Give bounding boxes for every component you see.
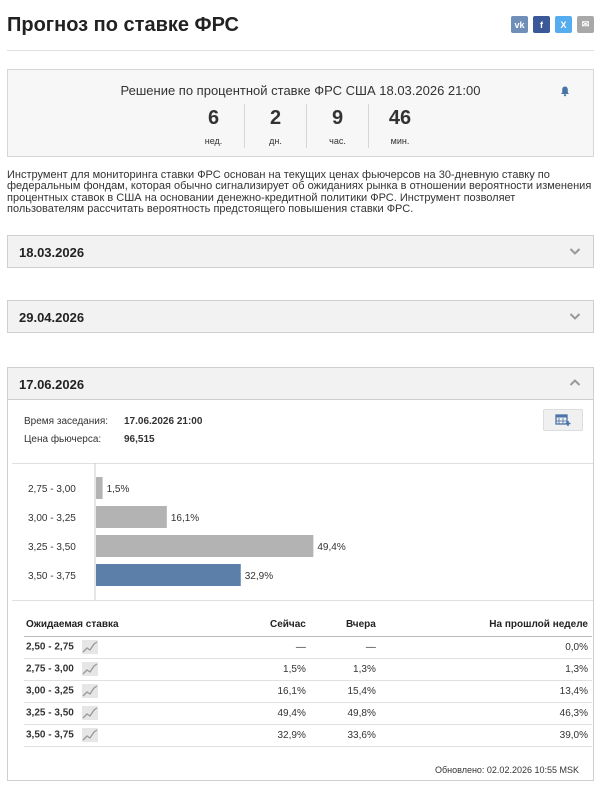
history-chart-icon[interactable] bbox=[81, 706, 98, 720]
meeting-time: Время заседания: 17.06.2026 21:00 bbox=[24, 416, 202, 427]
add-to-calendar-button[interactable] bbox=[543, 409, 583, 431]
calendar-add-icon bbox=[555, 414, 571, 426]
bar-value-label: 32,9% bbox=[245, 571, 273, 582]
accordion-title: 29.04.2026 bbox=[19, 310, 85, 325]
accordion-panel-17-06-2026: Время заседания: 17.06.2026 21:00 Цена фь… bbox=[7, 400, 594, 781]
vk-share-icon[interactable]: vk bbox=[511, 16, 528, 33]
history-chart-icon[interactable] bbox=[81, 728, 98, 742]
probability-bar-chart: 2,75 - 3,00 1,5% 3,00 - 3,25 16,1% 3,25 - 3,… bbox=[28, 463, 346, 601]
meeting-time-value: 17.06.2026 21:00 bbox=[124, 416, 203, 427]
weeks-label: нед. bbox=[204, 136, 223, 146]
table-row: 2,50 - 2,75— —0,0% bbox=[24, 636, 592, 659]
minutes-label: мин. bbox=[390, 136, 410, 146]
rate-range-cell: 3,25 - 3,50 bbox=[24, 702, 228, 725]
countdown-title: Решение по процентной ставке ФРС США 18.… bbox=[120, 83, 481, 98]
meeting-time-label: Время заседания: bbox=[24, 416, 109, 427]
countdown-box: Решение по процентной ставке ФРС США 18.… bbox=[7, 69, 594, 157]
bar-category-label: 3,25 - 3,50 bbox=[28, 542, 76, 553]
minutes-value: 46 bbox=[388, 107, 412, 129]
yesterday-cell: — bbox=[309, 636, 380, 659]
now-cell: 49,4% bbox=[227, 702, 310, 725]
email-share-icon[interactable]: ✉ bbox=[577, 16, 594, 33]
header-expected-rate: Ожидаемая ставка bbox=[24, 614, 228, 637]
history-chart-icon[interactable] bbox=[81, 684, 98, 698]
days-value: 2 bbox=[269, 107, 282, 129]
last-week-cell: 13,4% bbox=[379, 680, 592, 703]
rate-range: 3,50 - 3,75 bbox=[26, 729, 74, 741]
yesterday-cell: 49,8% bbox=[309, 702, 380, 725]
bar-category-label: 3,50 - 3,75 bbox=[28, 571, 76, 582]
bar-value-label: 16,1% bbox=[171, 513, 199, 524]
accordion-17-06-2026[interactable]: 17.06.2026 bbox=[7, 367, 594, 400]
last-week-cell: 1,3% bbox=[379, 658, 592, 681]
rate-range-cell: 3,00 - 3,25 bbox=[24, 680, 228, 703]
now-cell: — bbox=[227, 636, 310, 659]
countdown-weeks: 6 нед. bbox=[183, 104, 245, 148]
futures-price-label: Цена фьючерса: bbox=[24, 434, 102, 445]
hours-label: час. bbox=[329, 136, 346, 146]
rate-range: 2,75 - 3,00 bbox=[26, 663, 74, 675]
tool-description: Инструмент для мониторинга ставки ФРС ос… bbox=[7, 169, 592, 215]
table-row: 3,50 - 3,75 32,9% 33,6% 39,0% bbox=[24, 724, 592, 747]
now-cell: 32,9% bbox=[227, 724, 310, 747]
rate-range-cell: 3,50 - 3,75 bbox=[24, 724, 228, 747]
table-header-row: Ожидаемая ставка Сейчас Вчера На прошлой… bbox=[24, 614, 592, 637]
table-row: 3,00 - 3,25 16,1% 15,4% 13,4% bbox=[24, 680, 592, 703]
header-last-week: На прошлой неделе bbox=[379, 614, 592, 637]
countdown-minutes: 46 мин. bbox=[369, 104, 431, 148]
last-week-cell: 39,0% bbox=[379, 724, 592, 747]
rate-range-cell: 2,50 - 2,75 bbox=[24, 636, 228, 659]
chevron-down-icon bbox=[569, 313, 581, 320]
now-cell: 1,5% bbox=[227, 658, 310, 681]
accordion-29-04-2026[interactable]: 29.04.2026 bbox=[7, 300, 594, 333]
bell-icon[interactable] bbox=[559, 85, 571, 97]
rate-range-cell: 2,75 - 3,00 bbox=[24, 658, 228, 681]
yesterday-cell: 1,3% bbox=[309, 658, 380, 681]
separator bbox=[12, 600, 593, 601]
last-week-cell: 46,3% bbox=[379, 702, 592, 725]
days-label: дн. bbox=[269, 136, 282, 146]
header: Прогноз по ставке ФРС vk f X ✉ bbox=[7, 0, 594, 51]
bar-value-label: 49,4% bbox=[317, 542, 345, 553]
header-now: Сейчас bbox=[227, 614, 310, 637]
bar-value-label: 1,5% bbox=[107, 484, 130, 495]
futures-price: Цена фьючерса: 96,515 bbox=[24, 434, 155, 445]
rate-range: 3,00 - 3,25 bbox=[26, 685, 74, 697]
page-title: Прогноз по ставке ФРС bbox=[7, 14, 239, 36]
bar-category-label: 2,75 - 3,00 bbox=[28, 484, 76, 495]
hours-value: 9 bbox=[331, 107, 344, 129]
countdown-hours: 9 час. bbox=[307, 104, 369, 148]
bar bbox=[96, 506, 167, 528]
accordion-title: 18.03.2026 bbox=[19, 245, 85, 260]
separator bbox=[12, 463, 593, 464]
header-yesterday: Вчера bbox=[309, 614, 380, 637]
accordion-18-03-2026[interactable]: 18.03.2026 bbox=[7, 235, 594, 268]
bar bbox=[96, 535, 314, 557]
yesterday-cell: 15,4% bbox=[309, 680, 380, 703]
probability-table: Ожидаемая ставка Сейчас Вчера На прошлой… bbox=[24, 614, 592, 747]
chevron-down-icon bbox=[569, 248, 581, 255]
bar-category-label: 3,00 - 3,25 bbox=[28, 513, 76, 524]
facebook-share-icon[interactable]: f bbox=[533, 16, 550, 33]
x-share-icon[interactable]: X bbox=[555, 16, 572, 33]
history-chart-icon[interactable] bbox=[81, 640, 98, 654]
bar bbox=[96, 477, 103, 499]
chevron-up-icon bbox=[569, 379, 581, 386]
countdown-units: 6 нед. 2 дн. 9 час. 46 мин. bbox=[183, 104, 431, 148]
rate-range: 2,50 - 2,75 bbox=[26, 641, 74, 653]
countdown-days: 2 дн. bbox=[245, 104, 307, 148]
accordion-title: 17.06.2026 bbox=[19, 377, 85, 392]
yesterday-cell: 33,6% bbox=[309, 724, 380, 747]
weeks-value: 6 bbox=[207, 107, 220, 129]
bar bbox=[96, 564, 241, 586]
updated-timestamp: Обновлено: 02.02.2026 10:55 MSK bbox=[434, 765, 579, 775]
table-row: 2,75 - 3,00 1,5% 1,3% 1,3% bbox=[24, 658, 592, 681]
rate-range: 3,25 - 3,50 bbox=[26, 707, 74, 719]
history-chart-icon[interactable] bbox=[81, 662, 98, 676]
futures-price-value: 96,515 bbox=[124, 434, 155, 445]
share-buttons: vk f X ✉ bbox=[511, 16, 594, 33]
table-row: 3,25 - 3,50 49,4% 49,8% 46,3% bbox=[24, 702, 592, 725]
now-cell: 16,1% bbox=[227, 680, 310, 703]
last-week-cell: 0,0% bbox=[379, 636, 592, 659]
